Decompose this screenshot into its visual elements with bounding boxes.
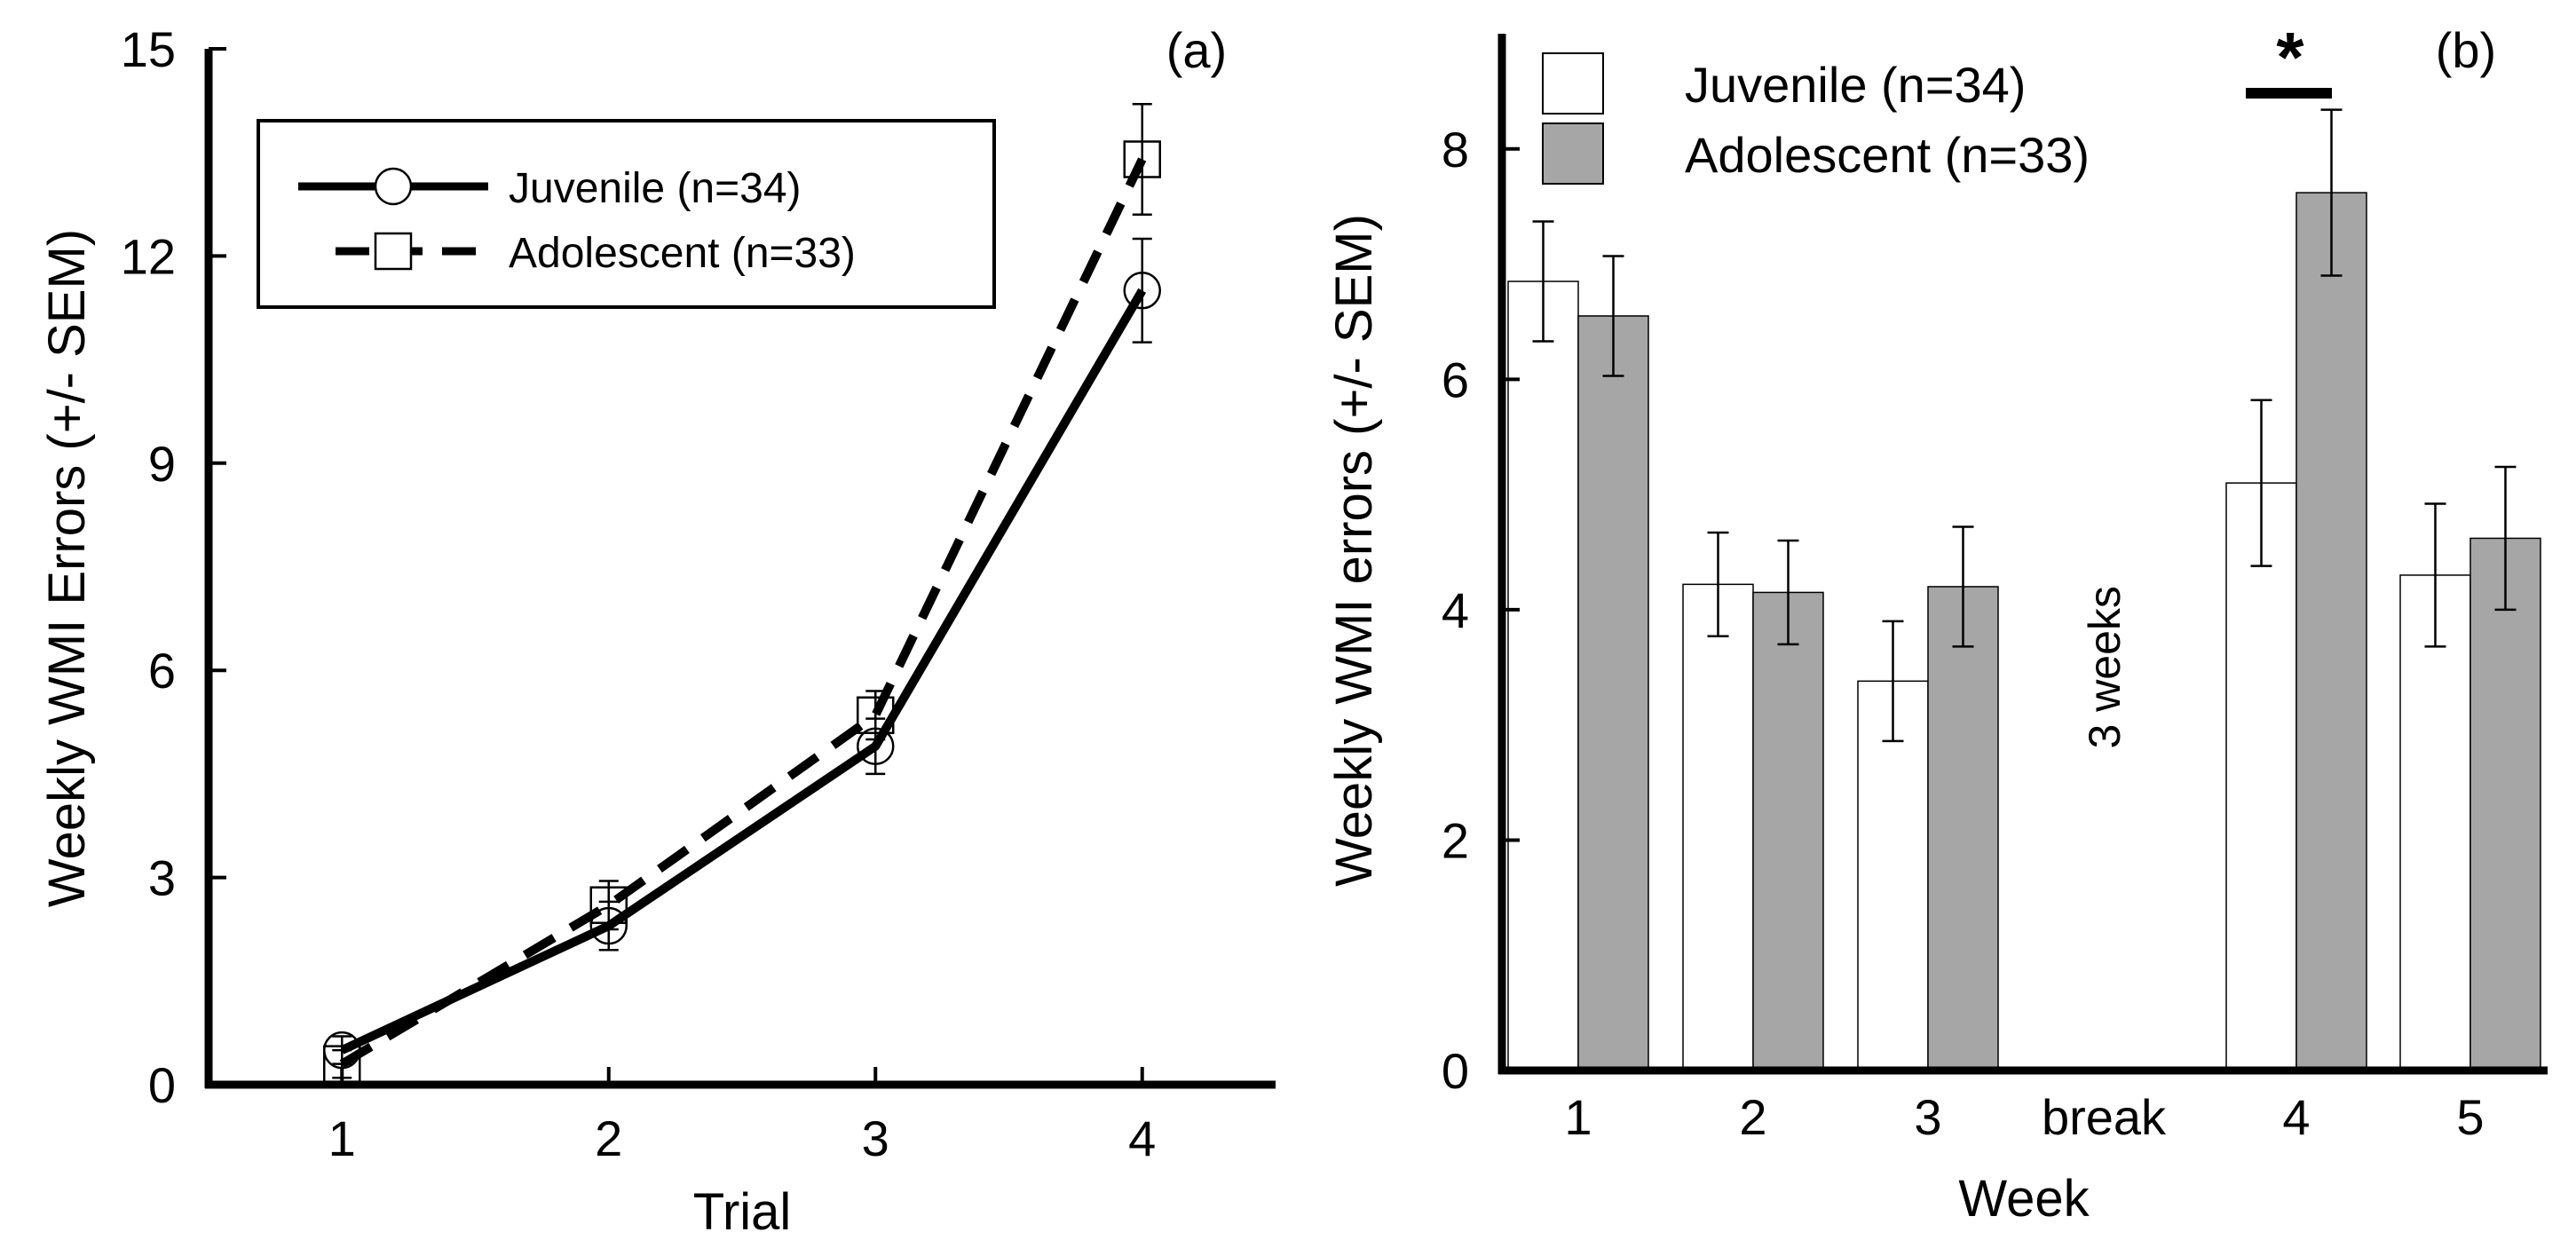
data-point-adolescent	[857, 696, 895, 735]
legend-b-adolescent-label: Adolescent (n=33)	[1685, 127, 2090, 183]
bar-juvenile	[2225, 482, 2297, 1071]
bar-juvenile	[1682, 583, 1754, 1071]
significance-star: *	[2276, 18, 2304, 97]
x-tick-label: 2	[1739, 1089, 1766, 1145]
bar-juvenile	[2399, 574, 2471, 1071]
x-tick-label: 1	[328, 1110, 356, 1166]
x-tick-label: 5	[2456, 1089, 2484, 1145]
x-tick-label: 3	[862, 1110, 889, 1166]
legend-a-juvenile-marker	[374, 167, 413, 206]
x-tick-label: 4	[2282, 1089, 2310, 1145]
data-point-adolescent	[589, 886, 628, 924]
panel-b-x-axis-label: Week	[1958, 1170, 2090, 1228]
legend-a-adolescent-label: Adolescent (n=33)	[509, 230, 856, 277]
data-point-adolescent	[1123, 140, 1161, 178]
panel-b: (b) 0 2 4 6 8 1 2 3 break 4 5 Weekly WMI errors (…	[1325, 18, 2548, 1228]
legend-b-juvenile-swatch	[1542, 52, 1604, 115]
y-tick-label: 6	[148, 643, 176, 699]
panel-a-series	[323, 102, 1161, 1083]
y-tick-label: 6	[1442, 351, 1469, 407]
y-tick-label: 15	[121, 21, 176, 77]
panel-b-label: (b)	[2436, 22, 2496, 78]
x-tick-label: 2	[595, 1110, 622, 1166]
panel-a-legend: Juvenile (n=34) Adolescent (n=33)	[257, 119, 996, 309]
panel-a-x-axis-label: Trial	[693, 1183, 792, 1241]
bar-juvenile	[1857, 680, 1929, 1071]
data-point-adolescent	[323, 1045, 361, 1083]
y-tick-label: 0	[148, 1057, 176, 1113]
panel-a-x-ticks: 1 2 3 4	[328, 1067, 1156, 1166]
panel-a-legend-box	[257, 119, 996, 309]
legend-a-adolescent-marker	[374, 232, 413, 271]
break-annotation: 3 weeks	[2080, 586, 2130, 748]
bar-adolescent	[2295, 192, 2367, 1071]
x-tick-label: break	[2042, 1089, 2167, 1145]
y-tick-label: 3	[148, 850, 176, 906]
legend-a-juvenile-label: Juvenile (n=34)	[509, 165, 802, 212]
panel-b-y-axis-label: Weekly WMI errors (+/- SEM)	[1325, 214, 1383, 887]
x-tick-label: 3	[1914, 1089, 1941, 1145]
line-series-juvenile	[340, 288, 1147, 1054]
y-tick-label: 4	[1442, 582, 1469, 638]
x-tick-label: 1	[1564, 1089, 1592, 1145]
x-tick-label: 4	[1128, 1110, 1156, 1166]
y-tick-label: 8	[1442, 122, 1469, 178]
panel-a-y-axis-label: Weekly WMI Errors (+/- SEM)	[38, 229, 96, 907]
data-point-juvenile	[1123, 272, 1161, 310]
bar-adolescent	[2469, 537, 2541, 1071]
panel-b-x-ticks: 1 2 3 break 4 5	[1564, 1089, 2484, 1145]
panel-b-bars	[1507, 108, 2541, 1071]
y-tick-label: 2	[1442, 812, 1469, 868]
y-tick-label: 0	[1442, 1043, 1469, 1099]
panel-a-label: (a)	[1166, 22, 1227, 78]
y-tick-label: 9	[148, 436, 176, 492]
legend-b-juvenile-label: Juvenile (n=34)	[1685, 57, 2026, 113]
bar-adolescent	[1752, 591, 1824, 1071]
bar-juvenile	[1507, 280, 1579, 1071]
bar-adolescent	[1927, 586, 1999, 1071]
legend-b-adolescent-swatch	[1542, 122, 1604, 185]
panel-a-y-ticks: 0 3 6 9 12 15	[121, 21, 226, 1113]
panel-b-y-ticks: 0 2 4 6 8	[1442, 122, 1520, 1099]
panel-b-legend: Juvenile (n=34) Adolescent (n=33)	[1542, 52, 2090, 185]
bar-adolescent	[1577, 315, 1649, 1071]
y-tick-label: 12	[121, 228, 176, 284]
